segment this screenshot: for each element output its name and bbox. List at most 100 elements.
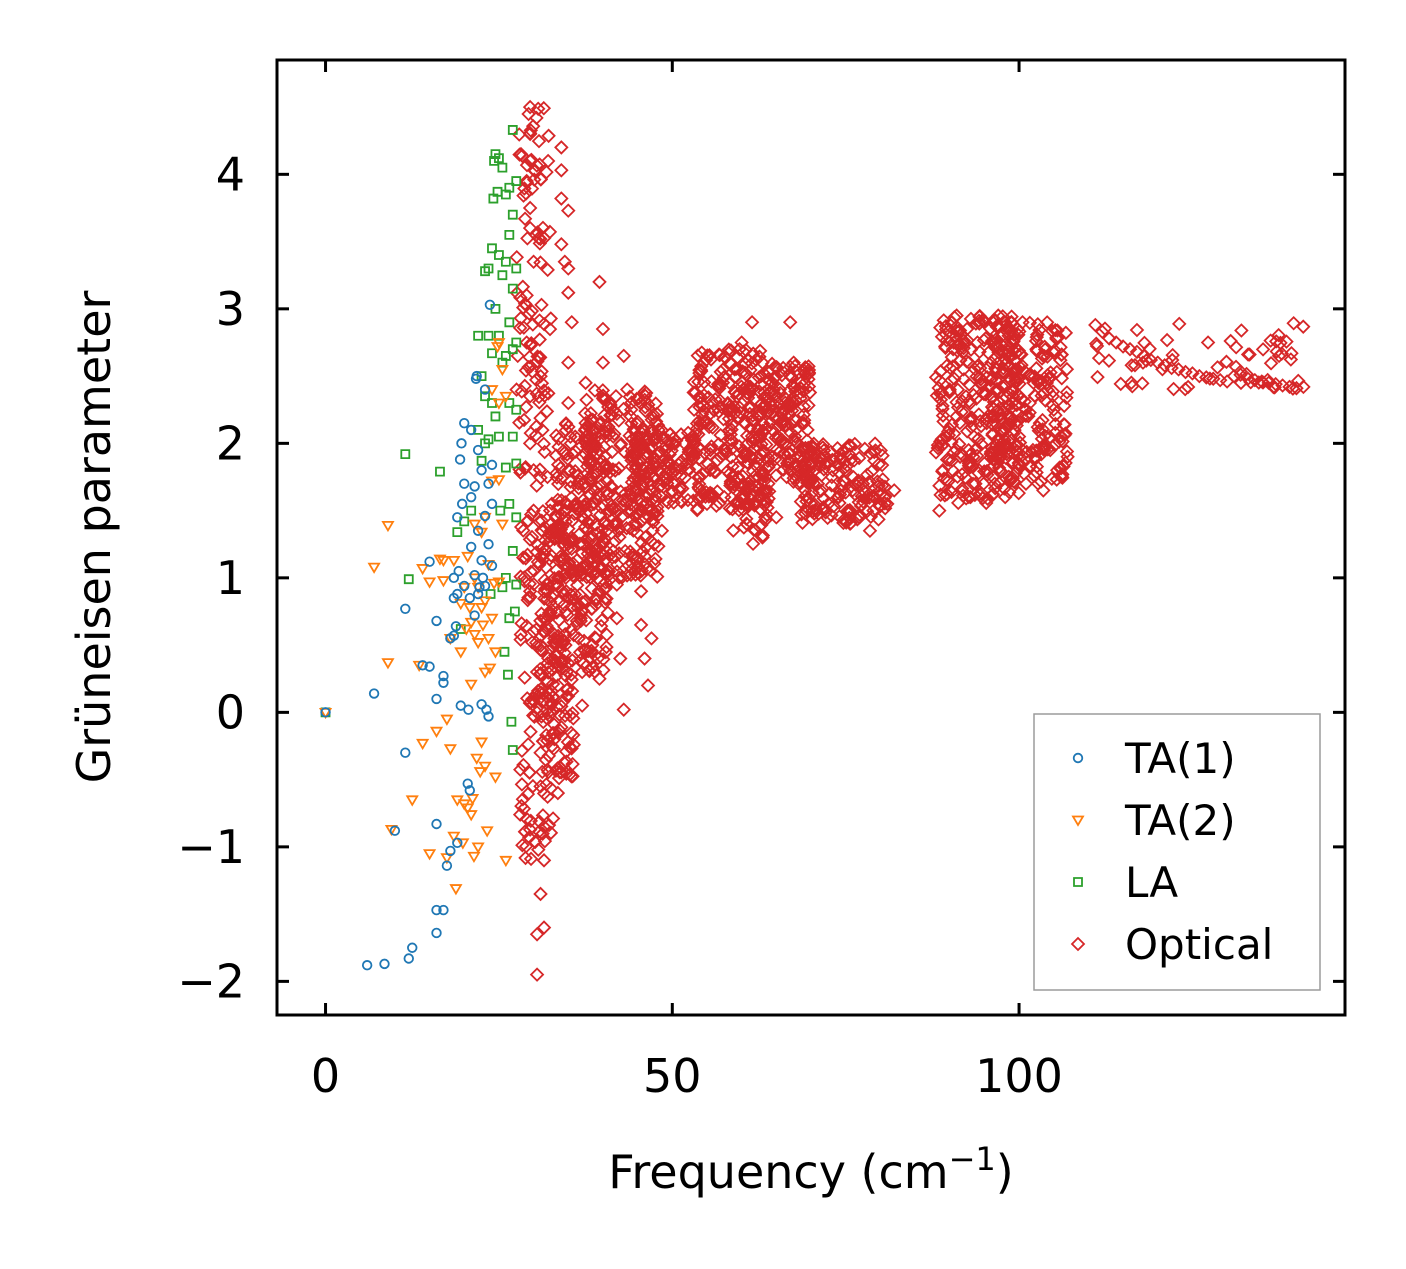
data-point-optical	[801, 362, 817, 378]
data-point-la	[504, 317, 515, 328]
data-point-optical	[931, 380, 946, 396]
data-point-optical	[696, 375, 712, 390]
data-point-optical	[744, 382, 760, 397]
data-point-optical	[556, 557, 572, 572]
data-point-optical	[517, 574, 532, 589]
data-point-optical	[741, 496, 757, 512]
data-point-optical	[1226, 368, 1242, 384]
data-point-ta2	[461, 803, 475, 815]
data-point-ta2	[464, 810, 478, 822]
data-point-optical	[1001, 328, 1016, 344]
data-point-optical	[658, 469, 673, 485]
data-point-optical	[577, 476, 592, 491]
data-point-optical	[969, 448, 985, 464]
data-point-optical	[1029, 341, 1044, 357]
data-point-optical	[519, 173, 534, 189]
data-point-optical	[539, 404, 555, 419]
data-point-optical	[954, 481, 970, 496]
data-point-ta2	[483, 663, 497, 675]
data-point-ta2	[447, 831, 461, 843]
data-point-ta2	[475, 737, 489, 749]
data-point-la	[500, 189, 511, 200]
data-point-optical	[946, 463, 961, 479]
data-point-optical	[973, 372, 988, 387]
data-point-optical	[609, 577, 625, 592]
data-point-optical	[1210, 360, 1225, 375]
data-point-optical	[551, 431, 566, 447]
data-point-optical	[646, 537, 662, 552]
data-point-optical	[959, 424, 975, 439]
data-point-ta1	[450, 621, 462, 632]
data-point-optical	[526, 254, 541, 270]
data-point-optical	[799, 433, 815, 448]
data-point-ta2	[481, 560, 496, 572]
data-point-optical	[668, 463, 684, 478]
data-point-ta2	[459, 624, 473, 636]
data-point-optical	[935, 401, 950, 417]
data-point-ta1	[445, 845, 456, 857]
data-point-la	[507, 546, 518, 556]
data-point-optical	[515, 792, 531, 807]
data-point-optical	[725, 459, 740, 474]
data-point-optical	[578, 375, 593, 391]
data-point-optical	[767, 370, 783, 385]
data-point-optical	[512, 147, 527, 162]
data-point-optical	[744, 413, 760, 428]
data-point-optical	[838, 513, 854, 529]
data-point-optical	[937, 339, 953, 354]
data-point-optical	[545, 662, 560, 678]
data-point-ta2	[405, 795, 419, 807]
data-point-optical	[1045, 384, 1061, 399]
data-point-optical	[973, 375, 989, 391]
data-point-ta2	[422, 577, 437, 589]
data-point-optical	[745, 346, 761, 361]
data-point-optical	[518, 459, 533, 475]
data-point-optical	[720, 463, 735, 479]
data-point-optical	[1008, 362, 1023, 377]
data-point-ta2	[473, 767, 487, 779]
data-point-optical	[793, 375, 808, 391]
data-point-ta1	[472, 588, 484, 600]
data-point-optical	[557, 619, 572, 635]
data-point-optical	[596, 547, 611, 562]
data-point-ta2	[478, 667, 492, 679]
data-point-optical	[824, 478, 839, 493]
data-point-optical	[997, 489, 1013, 505]
data-point-optical	[674, 494, 689, 510]
data-point-optical	[547, 731, 562, 747]
data-point-optical	[560, 395, 576, 411]
data-point-optical	[708, 464, 724, 480]
data-point-optical	[988, 335, 1004, 350]
data-point-ta1	[486, 498, 498, 510]
data-point-optical	[942, 452, 957, 468]
data-point-optical	[1296, 379, 1311, 395]
data-point-optical	[619, 382, 635, 397]
data-point-ta2	[488, 772, 503, 784]
data-point-optical	[652, 445, 667, 461]
data-point-optical	[962, 411, 978, 426]
data-point-la	[480, 266, 490, 277]
data-point-optical	[609, 406, 625, 422]
data-point-optical	[665, 431, 681, 446]
data-point-optical	[727, 384, 742, 400]
data-point-optical	[525, 317, 541, 332]
data-point-optical	[867, 436, 883, 451]
data-point-optical	[1263, 333, 1278, 348]
x-tick-label: 100	[975, 1049, 1063, 1103]
data-point-optical	[574, 698, 590, 713]
data-point-optical	[617, 543, 633, 559]
data-point-ta2	[429, 726, 444, 738]
data-point-optical	[685, 444, 700, 459]
data-point-ta2	[436, 555, 451, 568]
data-point-optical	[1113, 376, 1129, 392]
data-point-optical	[564, 315, 580, 330]
data-point-la	[488, 193, 499, 204]
data-point-optical	[580, 514, 595, 530]
data-point-la	[500, 351, 511, 361]
data-point-optical	[772, 382, 788, 397]
data-point-optical	[576, 633, 592, 649]
data-point-optical	[638, 466, 653, 481]
data-point-optical	[541, 128, 556, 144]
data-point-optical	[736, 443, 752, 459]
